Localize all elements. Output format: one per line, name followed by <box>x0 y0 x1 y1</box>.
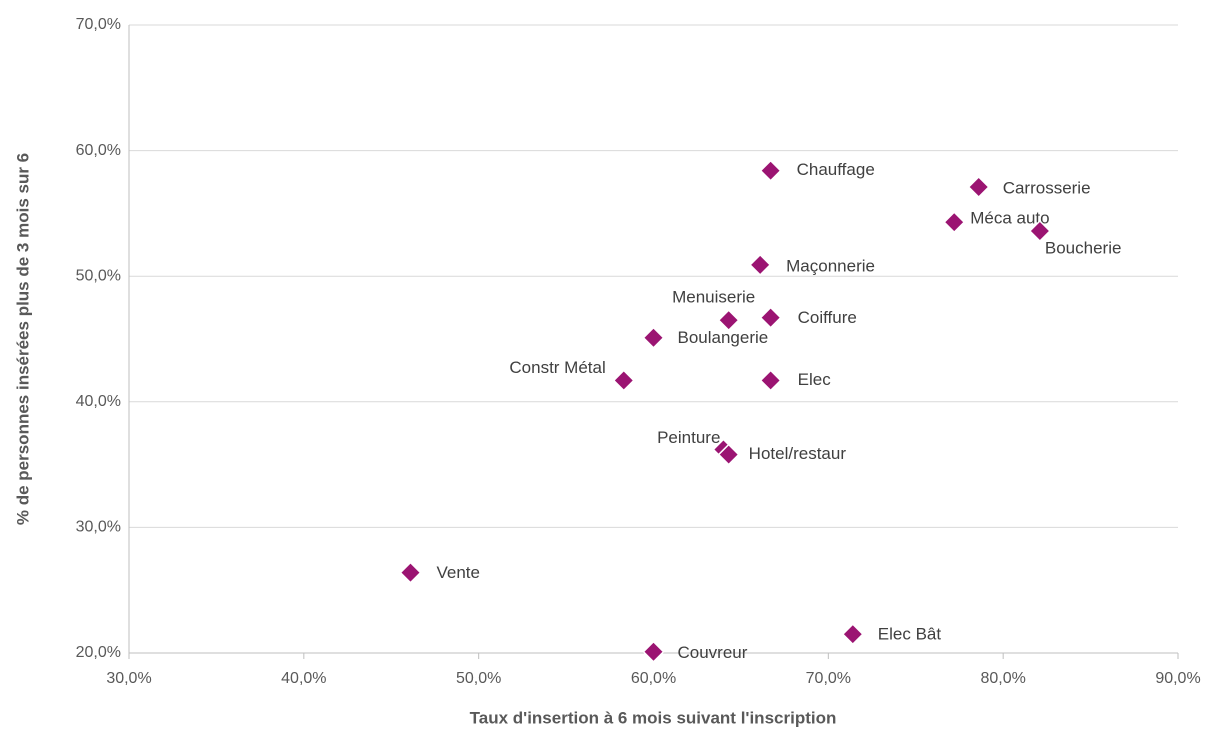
x-tick-label: 60,0% <box>631 670 676 687</box>
y-tick-label: 40,0% <box>76 393 121 410</box>
y-tick-label: 50,0% <box>76 267 121 284</box>
point-label: Carrosserie <box>1003 179 1091 198</box>
point <box>749 253 772 276</box>
y-axis-title: % de personnes insérées plus de 3 mois s… <box>13 153 32 525</box>
x-axis-title: Taux d'insertion à 6 mois suivant l'insc… <box>470 708 837 727</box>
y-tick-label: 20,0% <box>76 644 121 661</box>
point-label: Vente <box>436 563 480 582</box>
point-label: Constr Métal <box>509 358 605 377</box>
point-label: Peinture <box>657 428 720 447</box>
point-label: Coiffure <box>798 308 857 327</box>
point <box>841 623 864 646</box>
point <box>1028 219 1051 243</box>
point-label: Menuiserie <box>672 288 755 307</box>
x-tick-label: 80,0% <box>980 670 1025 687</box>
point <box>612 369 635 392</box>
point-label: Couvreur <box>678 643 748 662</box>
x-tick-label: 40,0% <box>281 670 326 687</box>
point-label: Elec <box>798 370 832 389</box>
point <box>967 175 990 199</box>
point-label: Méca auto <box>970 209 1049 228</box>
point-label: Hotel/restaur <box>749 444 847 463</box>
point-label: Elec Bât <box>878 625 942 644</box>
x-tick-label: 30,0% <box>106 670 151 687</box>
point <box>759 369 782 392</box>
point <box>759 306 782 329</box>
point-label: Maçonnerie <box>786 256 875 275</box>
point <box>642 326 665 349</box>
x-tick-label: 50,0% <box>456 670 501 687</box>
x-tick-label: 90,0% <box>1155 670 1200 687</box>
point <box>717 443 740 466</box>
y-tick-label: 30,0% <box>76 519 121 536</box>
y-tick-label: 60,0% <box>76 142 121 159</box>
point-label: Chauffage <box>797 160 875 179</box>
point-label: Boucherie <box>1045 238 1122 257</box>
point <box>717 309 740 332</box>
point-label: Boulangerie <box>678 328 769 347</box>
x-tick-label: 70,0% <box>806 670 851 687</box>
point <box>399 561 422 584</box>
point <box>759 159 782 182</box>
y-tick-label: 70,0% <box>76 16 121 33</box>
point <box>943 211 966 234</box>
point <box>642 640 665 663</box>
